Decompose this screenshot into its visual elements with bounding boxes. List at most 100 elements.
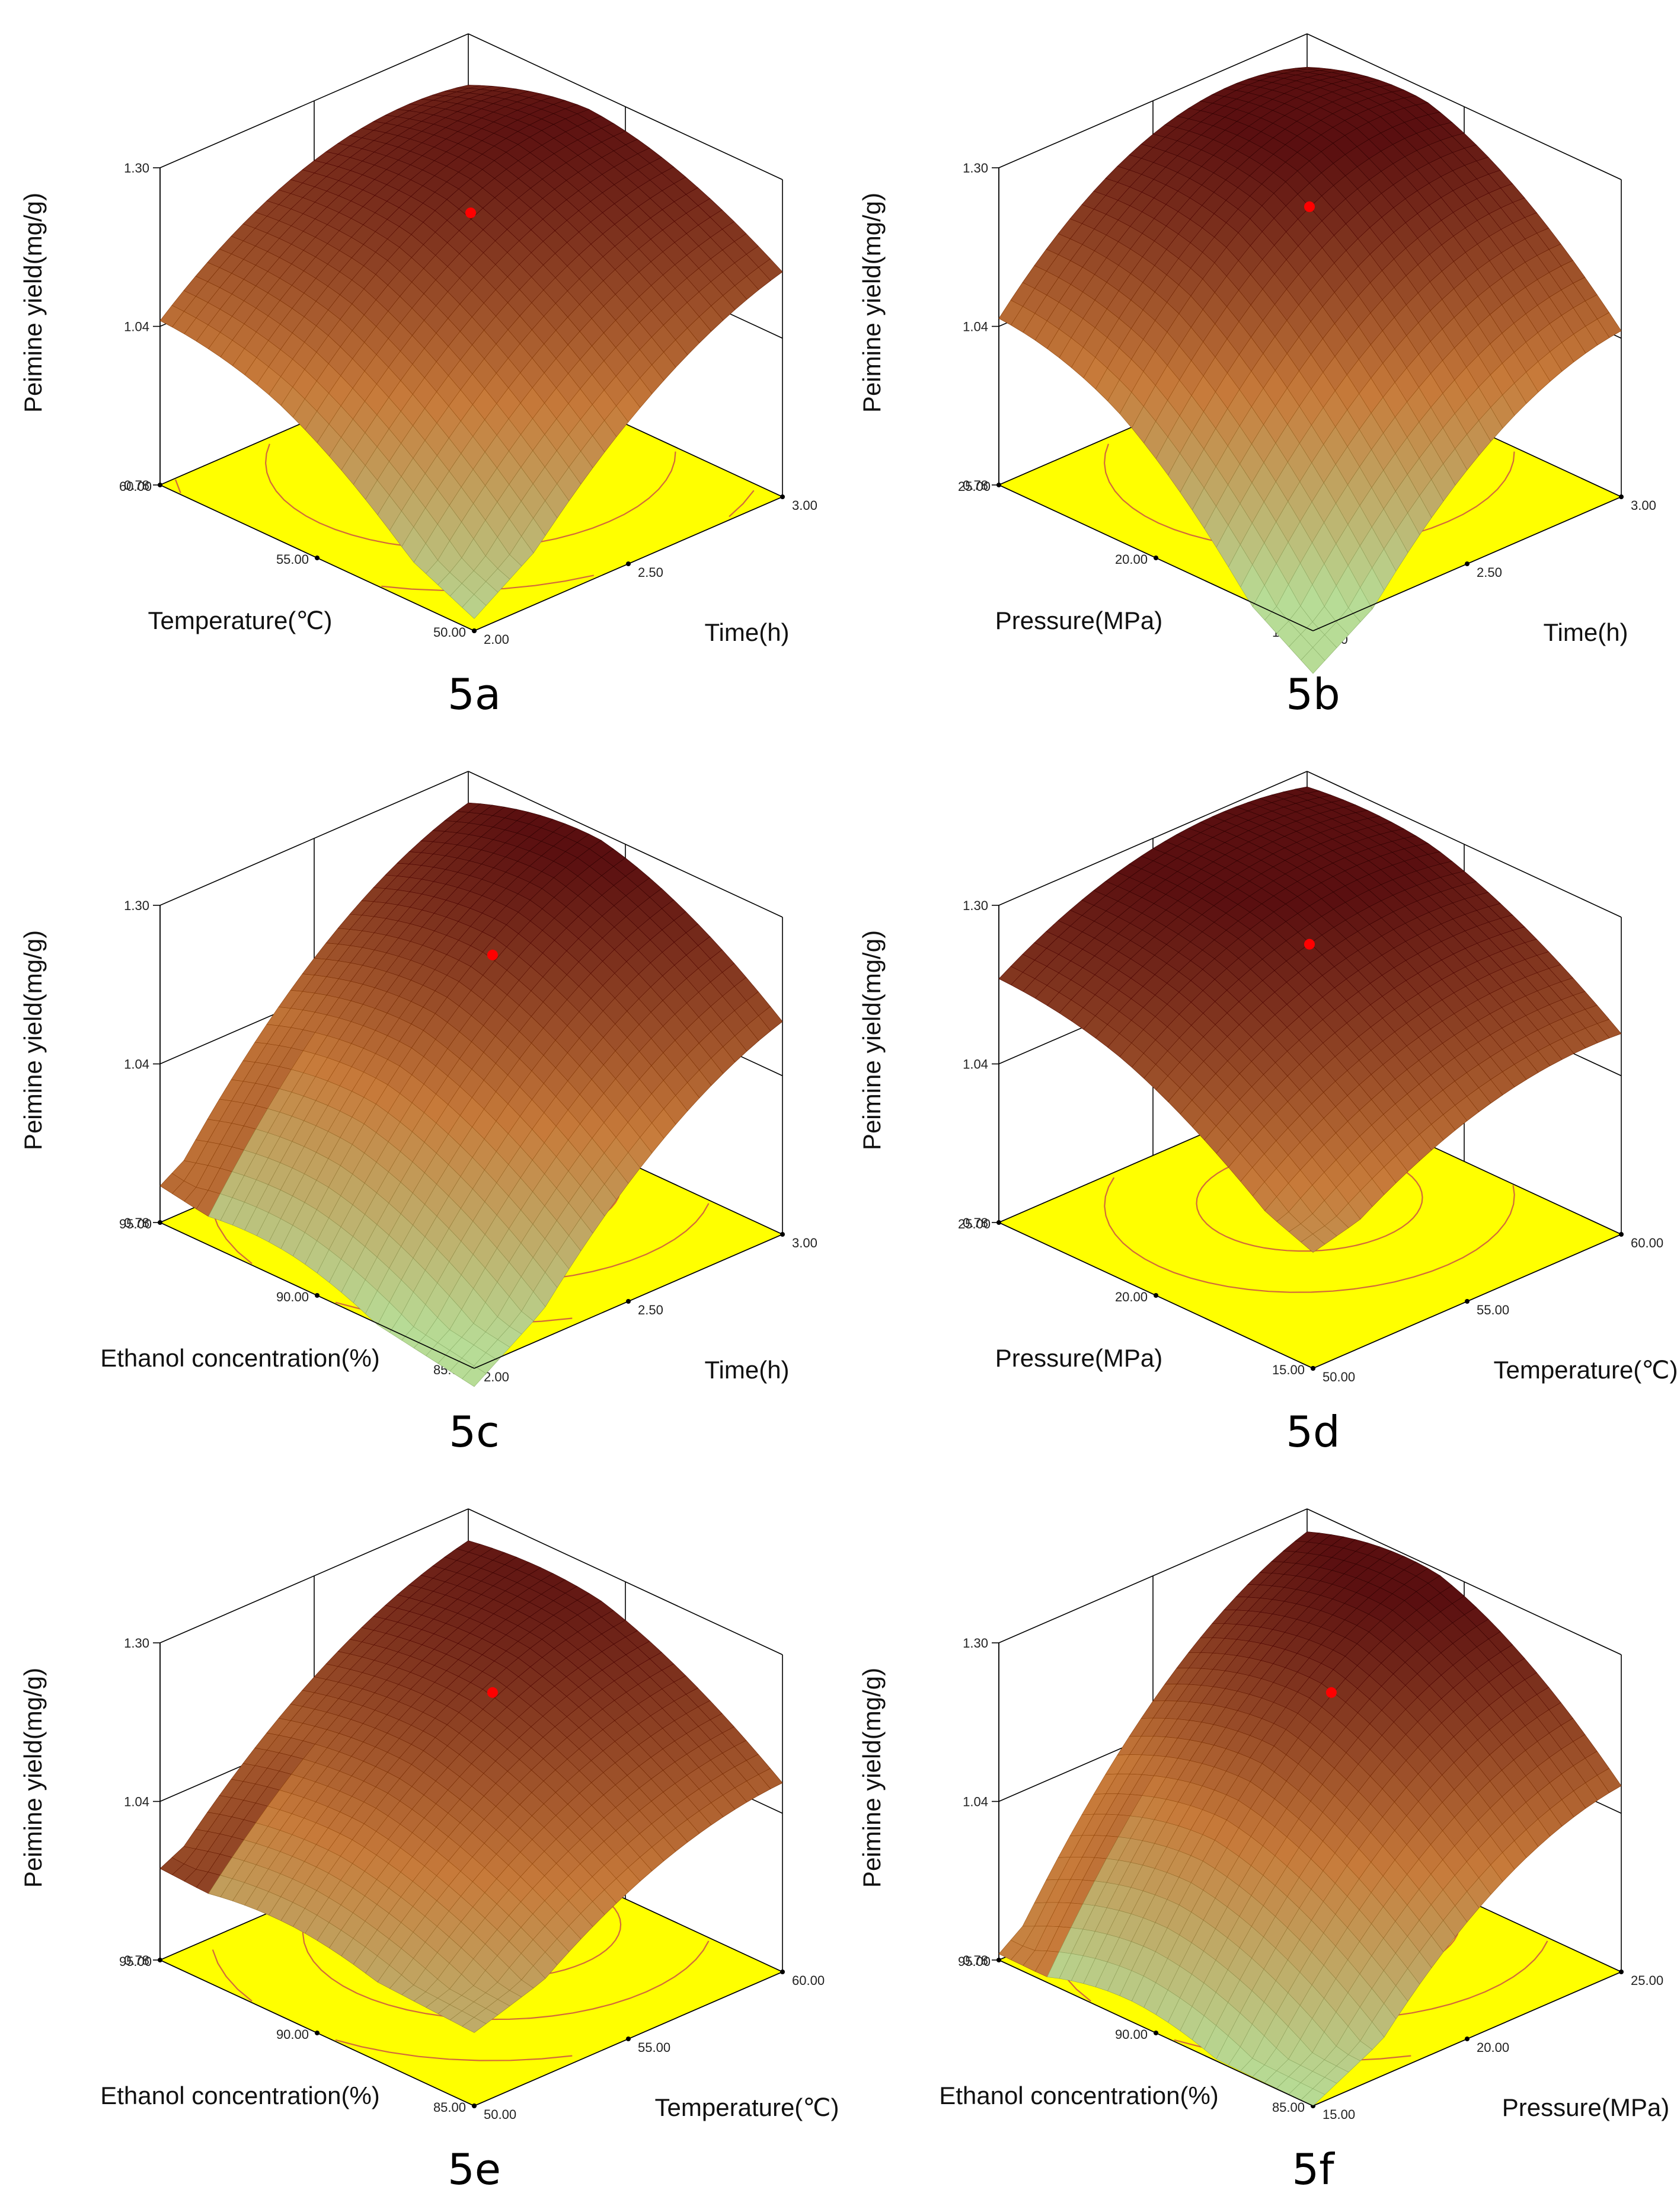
z-axis-title: Peimine yield(mg/g): [858, 930, 886, 1150]
floor-front-edge-left: [159, 1959, 475, 2106]
response-surface: [159, 802, 783, 1387]
left-axis-tick-label: 85.00: [1272, 2100, 1305, 2115]
right-axis-tick-label: 2.00: [484, 1370, 509, 1384]
response-surface: [998, 786, 1622, 1253]
left-axis-tick-label: 20.00: [1115, 552, 1148, 567]
chart-panel-5a: 0.78 1.04 1.30 Peimine yield(mg/g) 60.00 55.0…: [0, 0, 838, 737]
left-floor-axis: 25.00 20.00 15.00 Pressure(MPa): [958, 1217, 1315, 1377]
z-tick-label: 1.30: [124, 1636, 149, 1651]
contour-line: [174, 479, 181, 494]
contour-line: [335, 2039, 573, 2061]
right-axis-title: Time(h): [704, 1356, 789, 1384]
surface-plot-5f: 0.78 1.04 1.30 Peimine yield(mg/g) 95.00 90.0…: [858, 1508, 1669, 2194]
floor-front-edge-left: [159, 1222, 475, 1369]
optimum-point: [487, 1687, 498, 1698]
chart-panel-5e: 0.78 1.04 1.30 Peimine yield(mg/g) 95.00 90.0…: [0, 1475, 839, 2212]
left-axis-tick-label: 60.00: [119, 479, 152, 494]
response-surface: [159, 1540, 783, 2033]
surface-cell: [462, 2017, 487, 2033]
floor-front-edge-left: [998, 484, 1314, 631]
z-axis-title: Peimine yield(mg/g): [19, 1668, 47, 1888]
floor-front-edges: [998, 484, 1622, 631]
chart-panel-5b: 0.78 1.04 1.30 Peimine yield(mg/g) 25.00 20.0…: [839, 0, 1677, 737]
floor-front-edge-right: [1312, 1234, 1622, 1369]
z-tick-label: 0.78: [124, 1215, 149, 1230]
right-axis-tick-label: 3.00: [792, 498, 817, 513]
panel-label: 5e: [448, 2144, 501, 2194]
left-axis-title: Ethanol concentration(%): [939, 2082, 1219, 2109]
z-tick-label: 0.78: [963, 478, 988, 493]
floor-front-edge-right: [1312, 1971, 1622, 2106]
floor-front-edges: [159, 1959, 783, 2106]
z-tick-label: 1.04: [124, 320, 149, 334]
surface-plot-5d: 0.78 1.04 1.30 Peimine yield(mg/g) 25.00 20.0…: [858, 771, 1677, 1457]
optimum-point: [1325, 1687, 1337, 1698]
z-axis: 0.78 1.04 1.30 Peimine yield(mg/g): [19, 161, 161, 493]
right-floor-axis: 15.00 20.00 25.00 Pressure(MPa): [1311, 1970, 1669, 2122]
right-axis-tick-label: 60.00: [1631, 1236, 1663, 1250]
floor-front-edges: [998, 1222, 1622, 1369]
right-axis-tick-label: 3.00: [1631, 498, 1656, 513]
left-axis-tick-label: 20.00: [1115, 1289, 1148, 1304]
surface-plot-5e: 0.78 1.04 1.30 Peimine yield(mg/g) 95.00 90.0…: [19, 1508, 839, 2194]
floor-front-edge-left: [998, 1222, 1314, 1369]
panel-label: 5a: [448, 669, 501, 719]
z-tick-label: 1.30: [963, 1636, 988, 1651]
surface-cell: [462, 1365, 487, 1387]
left-axis-tick-label: 95.00: [958, 1954, 991, 1969]
left-axis-tick-label: 55.00: [276, 552, 309, 567]
surface-plot-5b: 0.78 1.04 1.30 Peimine yield(mg/g) 25.00 20.0…: [858, 33, 1656, 719]
right-axis-tick-label: 20.00: [1477, 2040, 1509, 2055]
z-axis-title: Peimine yield(mg/g): [858, 193, 886, 413]
right-floor-axis: 50.00 55.00 60.00 Temperature(℃): [472, 1970, 839, 2122]
contour-line: [1104, 1177, 1515, 1293]
right-axis-tick-label: 15.00: [1323, 2107, 1355, 2122]
surface-plot-5a: 0.78 1.04 1.30 Peimine yield(mg/g) 60.00 55.0…: [19, 33, 817, 719]
optimum-point: [465, 207, 476, 218]
left-axis-tick-label: 95.00: [119, 1217, 152, 1231]
contour-line: [212, 1949, 253, 2002]
right-axis-tick-label: 55.00: [1477, 1303, 1509, 1317]
left-axis-tick-label: 15.00: [1272, 1362, 1305, 1377]
left-axis-tick-label: 90.00: [276, 1289, 309, 1304]
left-axis-tick-label: 50.00: [433, 625, 466, 640]
optimum-point: [1304, 201, 1315, 212]
chart-panel-5f: 0.78 1.04 1.30 Peimine yield(mg/g) 95.00 90.0…: [839, 1475, 1677, 2212]
right-axis-tick-label: 55.00: [638, 2040, 670, 2055]
right-axis-tick-label: 2.50: [638, 1303, 663, 1317]
z-tick-label: 1.04: [124, 1795, 149, 1809]
floor-front-edges: [159, 1222, 783, 1369]
panel-label: 5b: [1286, 669, 1340, 719]
right-axis-title: Time(h): [1543, 618, 1628, 646]
floor-front-edge-right: [474, 1971, 783, 2106]
panel-label: 5f: [1292, 2144, 1335, 2194]
left-axis-tick-label: 25.00: [958, 479, 991, 494]
floor-front-edge-left: [998, 1959, 1314, 2106]
z-axis: 0.78 1.04 1.30 Peimine yield(mg/g): [19, 1636, 161, 1968]
z-axis-title: Peimine yield(mg/g): [19, 193, 47, 413]
panel-label: 5d: [1286, 1407, 1340, 1457]
z-axis: 0.78 1.04 1.30 Peimine yield(mg/g): [19, 898, 161, 1230]
optimum-point: [487, 949, 498, 960]
left-axis-tick-label: 90.00: [276, 2027, 309, 2042]
z-tick-label: 1.04: [124, 1057, 149, 1072]
chart-panel-5d: 0.78 1.04 1.30 Peimine yield(mg/g) 25.00 20.0…: [839, 738, 1677, 1474]
right-axis-tick-label: 2.00: [484, 632, 509, 647]
left-axis-title: Ethanol concentration(%): [100, 1344, 380, 1372]
floor-front-edges: [159, 484, 783, 631]
right-axis-tick-label: 2.50: [638, 565, 663, 580]
z-axis-title: Peimine yield(mg/g): [19, 930, 47, 1150]
z-tick-label: 1.04: [963, 1795, 988, 1809]
surface-cell: [1301, 647, 1325, 674]
z-tick-label: 1.30: [124, 161, 149, 175]
surface-cell: [462, 594, 487, 619]
z-axis: 0.78 1.04 1.30 Peimine yield(mg/g): [858, 898, 999, 1230]
z-tick-label: 0.78: [963, 1953, 988, 1968]
right-axis-tick-label: 25.00: [1631, 1973, 1663, 1988]
response-surface: [998, 1531, 1622, 2106]
right-axis-tick-label: 2.50: [1477, 565, 1502, 580]
z-axis: 0.78 1.04 1.30 Peimine yield(mg/g): [858, 1636, 999, 1968]
